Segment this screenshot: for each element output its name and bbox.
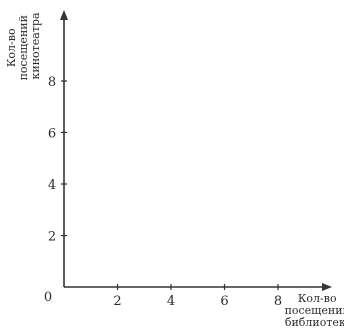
x-ticks: 2 4 6 8 xyxy=(113,284,282,309)
x-axis-title-line-1: Кол-во xyxy=(298,292,337,305)
y-axis-arrow xyxy=(60,10,68,20)
origin-label: 0 xyxy=(44,290,52,305)
x-tick-label-2: 2 xyxy=(113,294,121,309)
x-axis-title-line-2: посещений xyxy=(285,304,344,317)
y-tick-label-2: 2 xyxy=(48,230,56,245)
x-axis-title-line-3: библиотеки xyxy=(285,316,344,329)
y-axis-title-line-3: кинотеатра xyxy=(29,12,42,79)
y-ticks: 2 4 6 8 xyxy=(48,75,67,245)
x-tick-label-6: 6 xyxy=(220,294,228,309)
y-axis-title-line-1: Кол-во xyxy=(5,28,18,67)
x-tick-label-8: 8 xyxy=(274,294,282,309)
y-axis-title: Кол-во посещений кинотеатра xyxy=(5,12,42,81)
y-tick-label-6: 6 xyxy=(48,127,56,142)
x-axis-arrow xyxy=(322,283,332,291)
y-axis-title-line-2: посещений xyxy=(17,15,30,80)
x-axis-title: Кол-во посещений библиотеки xyxy=(285,292,344,329)
x-tick-label-4: 4 xyxy=(167,294,175,309)
y-tick-label-4: 4 xyxy=(48,178,56,193)
axes xyxy=(60,10,332,291)
y-tick-label-8: 8 xyxy=(48,75,56,90)
